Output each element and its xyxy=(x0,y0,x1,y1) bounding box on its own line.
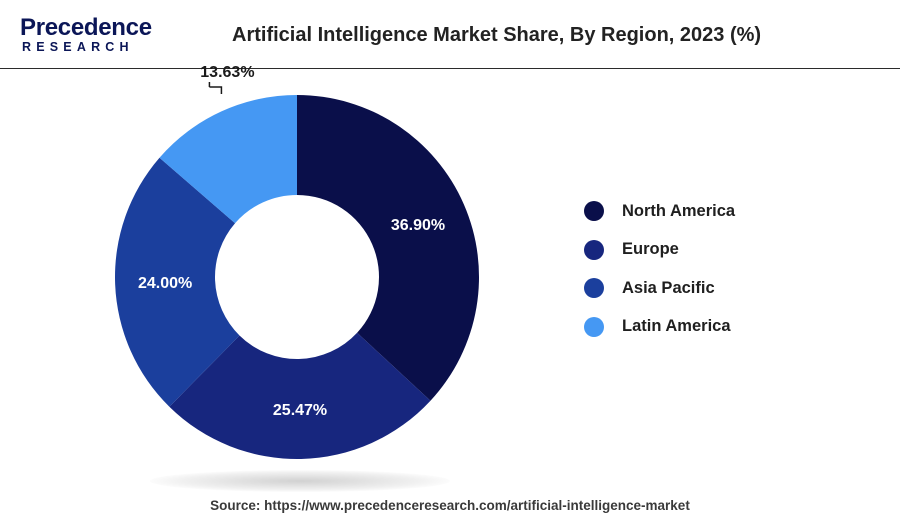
slice-asia-pacific xyxy=(114,157,240,407)
data-label-latin-america: 13.63% xyxy=(200,64,254,81)
slice-europe xyxy=(169,332,431,460)
logo-subtitle: RESEARCH xyxy=(22,40,134,54)
legend-label-asia-pacific: Asia Pacific xyxy=(622,278,715,297)
legend-item-latin-america: Latin America xyxy=(584,308,735,347)
chart-title: Artificial Intelligence Market Share, By… xyxy=(232,24,762,46)
legend-item-europe: Europe xyxy=(584,231,735,270)
legend-swatch-europe xyxy=(584,239,604,260)
source-note: Source: https://www.precedenceresearch.c… xyxy=(210,498,690,513)
legend-item-north-america: North America xyxy=(584,192,735,231)
header: Precedence RESEARCH Artificial Intellige… xyxy=(0,0,900,69)
chart-legend: North America Europe Asia Pacific Latin Ame… xyxy=(584,192,735,346)
slice-north-america xyxy=(297,95,480,401)
company-logo: Precedence RESEARCH xyxy=(20,14,160,58)
legend-label-europe: Europe xyxy=(622,240,679,259)
legend-label-north-america: North America xyxy=(622,201,736,220)
leader-line xyxy=(208,82,223,94)
data-label-europe: 25.47% xyxy=(273,402,327,419)
slice-latin-america xyxy=(159,95,297,224)
legend-label-latin-america: Latin America xyxy=(622,317,731,336)
data-label-north-america: 36.90% xyxy=(391,217,445,234)
logo-brand: Precedence xyxy=(20,14,152,41)
legend-swatch-asia-pacific xyxy=(584,278,604,299)
chart-shadow xyxy=(150,470,450,492)
data-label-asia-pacific: 24.00% xyxy=(138,275,192,292)
legend-swatch-latin-america xyxy=(584,316,604,337)
legend-item-asia-pacific: Asia Pacific xyxy=(584,269,735,308)
legend-swatch-north-america xyxy=(584,201,604,222)
